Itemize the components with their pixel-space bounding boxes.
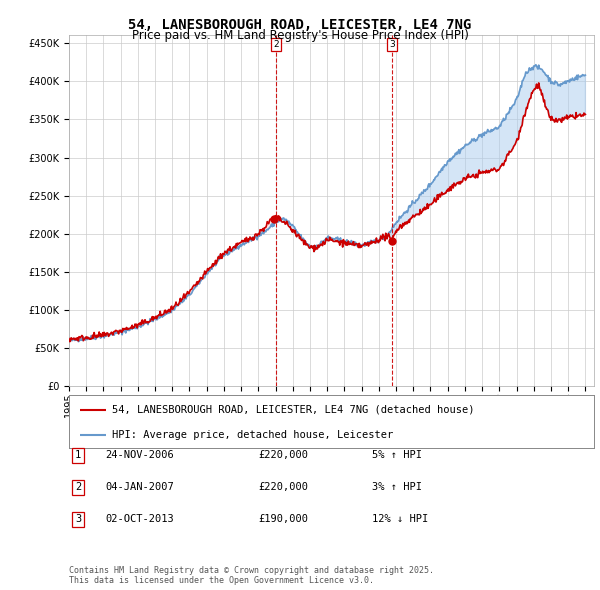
Text: 3% ↑ HPI: 3% ↑ HPI	[372, 483, 422, 492]
Text: Price paid vs. HM Land Registry's House Price Index (HPI): Price paid vs. HM Land Registry's House …	[131, 30, 469, 42]
Text: 1: 1	[75, 451, 81, 460]
Text: 2: 2	[273, 40, 279, 49]
Text: HPI: Average price, detached house, Leicester: HPI: Average price, detached house, Leic…	[112, 430, 394, 440]
Text: 54, LANESBOROUGH ROAD, LEICESTER, LE4 7NG (detached house): 54, LANESBOROUGH ROAD, LEICESTER, LE4 7N…	[112, 405, 475, 415]
Text: £220,000: £220,000	[258, 483, 308, 492]
Text: 54, LANESBOROUGH ROAD, LEICESTER, LE4 7NG: 54, LANESBOROUGH ROAD, LEICESTER, LE4 7N…	[128, 18, 472, 32]
Text: 5% ↑ HPI: 5% ↑ HPI	[372, 451, 422, 460]
Text: £220,000: £220,000	[258, 451, 308, 460]
Text: 24-NOV-2006: 24-NOV-2006	[105, 451, 174, 460]
Text: 04-JAN-2007: 04-JAN-2007	[105, 483, 174, 492]
Text: 3: 3	[389, 40, 395, 49]
Text: 12% ↓ HPI: 12% ↓ HPI	[372, 514, 428, 524]
Text: Contains HM Land Registry data © Crown copyright and database right 2025.
This d: Contains HM Land Registry data © Crown c…	[69, 566, 434, 585]
Text: 2: 2	[75, 483, 81, 492]
Text: 02-OCT-2013: 02-OCT-2013	[105, 514, 174, 524]
Text: 3: 3	[75, 514, 81, 524]
Text: £190,000: £190,000	[258, 514, 308, 524]
